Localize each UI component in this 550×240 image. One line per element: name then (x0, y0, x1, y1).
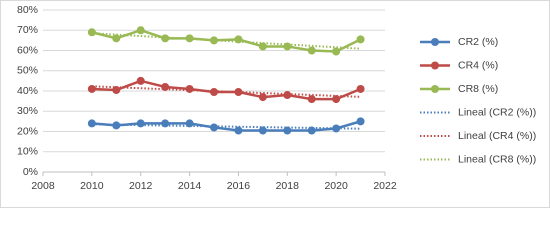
point (87, 119, 96, 128)
y-tick-label: 30% (17, 105, 38, 117)
point (112, 121, 121, 130)
legend-marker (431, 61, 439, 70)
y-tick-label: 80% (17, 4, 38, 16)
legend-label: CR8 (%) (458, 83, 498, 95)
point (210, 88, 218, 97)
point (112, 85, 121, 94)
point (307, 46, 316, 55)
point (258, 93, 267, 102)
x-tick-label: 2022 (373, 180, 397, 192)
legend-marker (431, 38, 439, 46)
point (332, 124, 341, 133)
y-tick-label: 70% (17, 24, 38, 36)
point (136, 119, 145, 128)
y-tick-label: 10% (17, 146, 38, 158)
point (258, 42, 267, 51)
trend-line (91, 123, 361, 130)
point (136, 26, 145, 35)
point (185, 34, 194, 43)
y-tick-label: 20% (17, 125, 38, 137)
y-tick-label: 50% (17, 65, 38, 77)
point (136, 76, 145, 85)
point (307, 126, 316, 135)
y-tick-label: 40% (17, 85, 38, 97)
legend-label: Lineal (CR2 (%)) (458, 106, 536, 118)
x-tick-label: 2020 (324, 180, 348, 192)
x-tick-label: 2014 (178, 180, 202, 192)
point (185, 84, 194, 93)
x-tick-label: 2008 (31, 180, 55, 192)
legend-label: Lineal (CR4 (%)) (458, 130, 536, 142)
legend-label: CR2 (%) (458, 36, 498, 48)
point (161, 119, 170, 128)
legend-label: CR4 (%) (458, 59, 498, 71)
x-tick-label: 2010 (80, 180, 104, 192)
series-line (91, 120, 361, 132)
chart-border (0, 0, 550, 208)
point (87, 28, 96, 37)
y-tick-label: 0% (23, 166, 38, 178)
legend-marker (431, 85, 439, 93)
point (210, 123, 218, 132)
point (234, 126, 243, 135)
series-line (91, 79, 362, 101)
point (161, 82, 170, 91)
point (234, 88, 243, 97)
point (210, 36, 218, 45)
point (283, 42, 292, 51)
x-tick-label: 2018 (276, 180, 300, 192)
point (332, 95, 341, 104)
point (234, 35, 243, 44)
point (283, 126, 292, 135)
point (112, 34, 121, 43)
point (87, 84, 96, 93)
point (307, 95, 316, 104)
x-tick-label: 2016 (227, 180, 251, 192)
series-line (91, 28, 362, 53)
chart: 0% 10% 20% 30% 40% 50% 60% 70% 80% 2008 2010 2012 20… (0, 0, 550, 208)
point (356, 84, 365, 93)
point (283, 91, 292, 100)
point (356, 117, 365, 126)
point (161, 34, 170, 43)
y-tick-label: 60% (17, 44, 38, 56)
trend-line (91, 32, 361, 50)
point (356, 35, 365, 44)
x-tick-label: 2012 (129, 180, 153, 192)
point (332, 47, 341, 56)
page: {"chart_data": {"type": "line", "x": [20… (0, 0, 550, 208)
point (185, 119, 194, 128)
point (258, 126, 267, 135)
legend-label: Lineal (CR8 (%)) (458, 153, 536, 165)
